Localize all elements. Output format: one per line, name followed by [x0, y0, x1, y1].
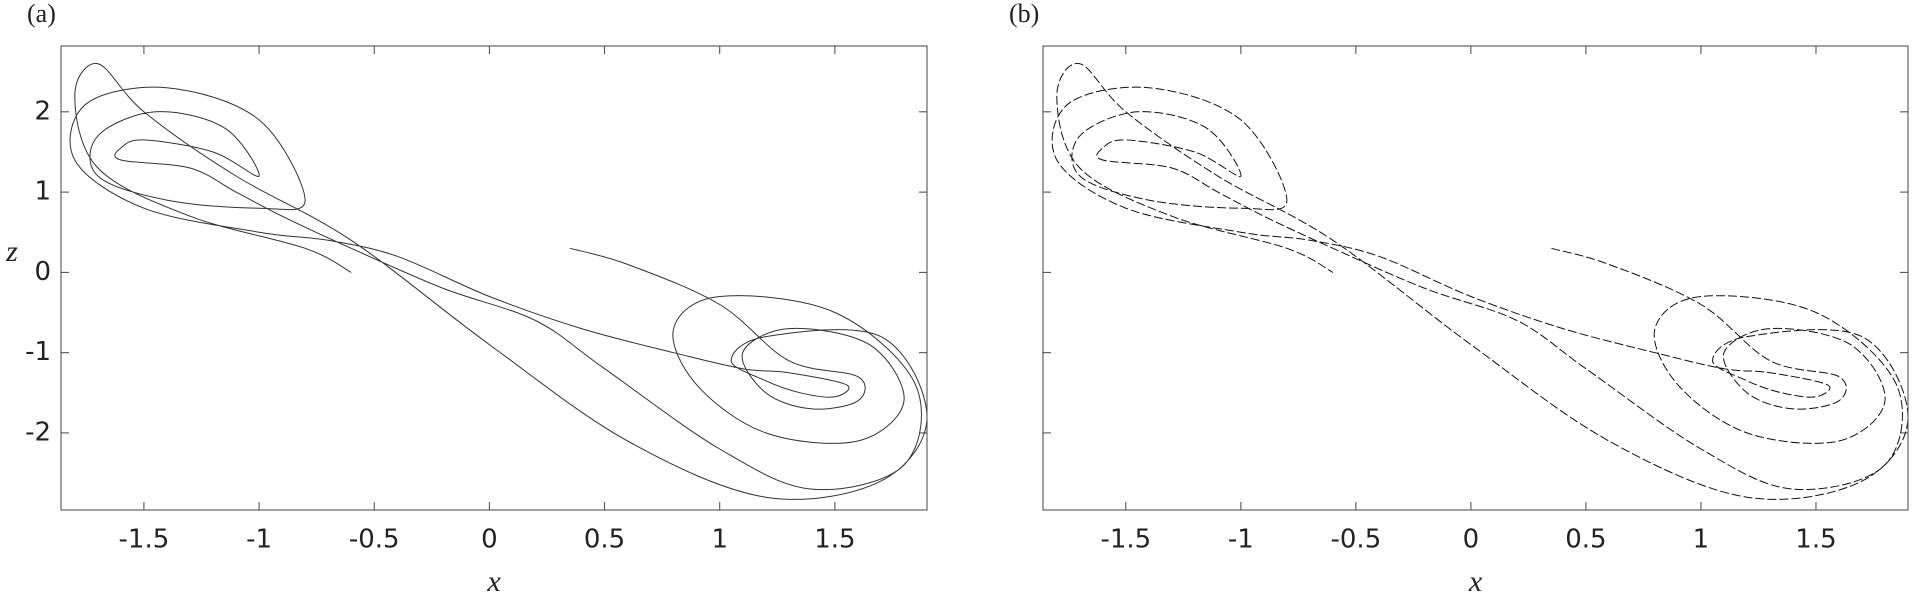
y-axis-label: z — [5, 235, 18, 268]
x-tick-label: -0.5 — [349, 525, 400, 555]
x-axis-label: x — [1468, 565, 1483, 598]
x-axis-label: x — [486, 565, 501, 598]
trajectory — [69, 63, 927, 500]
panel-label: (b) — [1009, 0, 1039, 28]
y-tick-label: -1 — [25, 337, 51, 367]
x-tick-label: 0.5 — [1565, 525, 1606, 555]
x-tick-label: -1.5 — [119, 525, 170, 555]
y-tick-label: 0 — [34, 257, 51, 287]
y-tick-label: 2 — [34, 96, 51, 126]
trajectory — [1051, 63, 1908, 500]
x-tick-label: -1 — [1228, 525, 1254, 555]
plot-area — [69, 63, 927, 500]
x-tick-label: 1 — [1693, 525, 1710, 555]
plot-area — [1051, 63, 1908, 500]
x-tick-label: 0.5 — [584, 525, 625, 555]
x-tick-label: 0 — [481, 525, 498, 555]
x-tick-label: 1.5 — [814, 525, 855, 555]
x-tick-label: -1.5 — [1100, 525, 1151, 555]
panel: (b) -1.5 -1 -0.5 0 0.5 1 1.5 x — [1009, 0, 1909, 598]
panel-label: (a) — [27, 0, 56, 28]
axes-frame — [1042, 45, 1909, 511]
x-tick-label: 1 — [711, 525, 728, 555]
x-tick-label: 1.5 — [1795, 525, 1836, 555]
x-tick-label: -1 — [246, 525, 272, 555]
panel: (a) -1.5 -1 -0.5 0 0.5 1 1.5 -2 -1 0 1 2 x z — [5, 0, 928, 598]
y-tick-label: 1 — [34, 177, 51, 207]
axes-frame — [60, 45, 928, 511]
y-tick-label: -2 — [25, 417, 51, 447]
x-tick-label: 0 — [1463, 525, 1480, 555]
x-tick-label: -0.5 — [1331, 525, 1382, 555]
